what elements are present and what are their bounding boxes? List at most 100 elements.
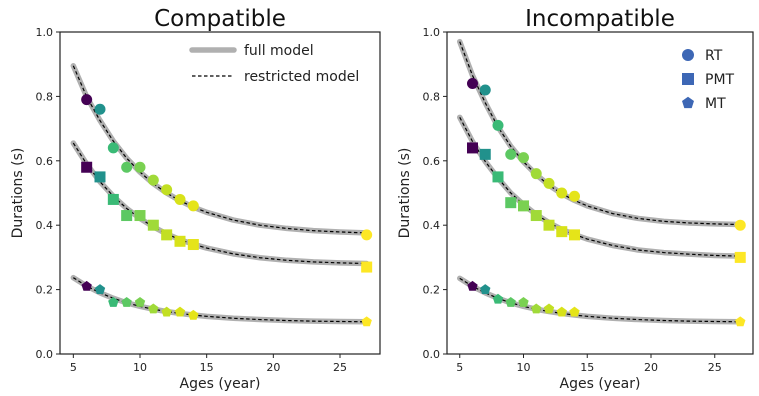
data-point-pmt (121, 210, 133, 222)
x-tick-label: 25 (333, 361, 347, 374)
data-point-pmt (174, 235, 186, 247)
data-point-mt (735, 316, 746, 327)
y-tick-label: 1.0 (36, 26, 54, 39)
data-point-pmt (734, 251, 746, 263)
axes-frame (59, 31, 381, 355)
data-point-mt (531, 303, 542, 314)
data-point-rt (134, 161, 146, 173)
full-model-curve-pmt (457, 114, 743, 259)
y-tick-label: 0.8 (423, 90, 441, 103)
data-point-rt (518, 152, 529, 164)
x-tick-label: 10 (517, 361, 531, 374)
chart-title: Incompatible (525, 6, 675, 32)
data-point-mt (467, 280, 478, 291)
legend: full model restricted model (189, 43, 359, 85)
full-model-curve-rt (457, 38, 743, 228)
data-point-mt (121, 297, 132, 307)
data-point-rt (734, 219, 746, 231)
data-point-rt (107, 142, 119, 154)
data-point-mt (518, 297, 529, 307)
y-axis-label: Durations (s) (397, 148, 413, 239)
x-axis-label: Ages (year) (560, 376, 641, 392)
legend-label: RT (705, 48, 723, 64)
data-point-pmt (161, 229, 173, 241)
x-tick-label: 5 (456, 361, 463, 374)
x-tick-label: 10 (133, 361, 147, 374)
data-point-pmt (361, 261, 373, 273)
data-point-mt (108, 297, 119, 307)
data-point-mt (188, 309, 199, 320)
data-point-pmt (530, 210, 542, 222)
data-point-rt (174, 193, 186, 205)
legend-marker-pmt (682, 73, 694, 85)
data-point-rt (361, 229, 373, 241)
data-point-rt (505, 148, 517, 160)
data-point-rt (147, 174, 159, 186)
data-point-mt (148, 303, 159, 314)
axes-frame (446, 31, 754, 355)
legend-marker-mt (682, 96, 694, 109)
data-point-mt (543, 303, 555, 314)
x-axis-label: Ages (year) (180, 376, 261, 392)
data-point-rt (569, 190, 580, 202)
legend: RT PMT MT (682, 48, 735, 112)
y-tick-label: 0.6 (36, 155, 54, 168)
data-point-pmt (134, 210, 146, 222)
y-tick-label: 0.4 (423, 219, 441, 232)
data-point-pmt (107, 193, 119, 205)
data-point-rt (94, 103, 106, 115)
data-point-pmt (94, 171, 106, 183)
legend-label: restricted model (244, 69, 359, 85)
y-tick-label: 0.4 (36, 219, 54, 232)
data-point-mt (505, 297, 516, 307)
data-point-rt (81, 94, 93, 106)
data-point-rt (187, 200, 199, 212)
data-point-pmt (147, 219, 159, 231)
data-point-pmt (543, 219, 555, 231)
data-point-rt (121, 161, 133, 173)
data-point-pmt (479, 148, 491, 160)
y-tick-label: 0.0 (423, 348, 441, 361)
data-point-rt (479, 84, 491, 96)
data-point-pmt (518, 200, 529, 212)
data-point-pmt (569, 229, 580, 241)
data-point-rt (467, 78, 478, 90)
y-tick-label: 0.8 (36, 90, 54, 103)
data-point-rt (161, 184, 173, 196)
data-point-mt (94, 284, 106, 295)
y-tick-label: 0.6 (423, 155, 441, 168)
data-point-mt (556, 306, 567, 317)
chart-title: Compatible (154, 6, 286, 32)
data-point-rt (492, 119, 504, 131)
x-tick-label: 20 (644, 361, 658, 374)
y-tick-label: 0.2 (423, 284, 441, 297)
data-point-rt (530, 168, 542, 180)
data-point-mt (161, 306, 172, 317)
x-tick-label: 5 (70, 361, 77, 374)
data-point-pmt (81, 161, 93, 173)
panel-compatible: Compatible 5 10 15 20 25 0.0 0.2 0.4 0.6 0.8 1.0 Age… (10, 6, 381, 392)
y-tick-label: 1.0 (423, 26, 441, 39)
y-tick-label: 0.2 (36, 284, 54, 297)
legend-label: full model (244, 43, 314, 59)
x-tick-label: 20 (266, 361, 280, 374)
x-tick-label: 25 (708, 361, 722, 374)
data-point-pmt (492, 171, 504, 183)
data-point-mt (361, 316, 372, 327)
data-point-mt (492, 293, 504, 304)
x-tick-label: 15 (200, 361, 214, 374)
restricted-model-curve-mt (73, 277, 367, 323)
data-point-mt (569, 306, 580, 317)
legend-label: PMT (705, 72, 735, 88)
data-point-mt (480, 284, 491, 295)
legend-label: MT (705, 96, 726, 112)
y-tick-label: 0.0 (36, 348, 54, 361)
panel-incompatible: Incompatible 5 10 15 20 25 0.0 0.2 0.4 0.6 0.8 1.0 A… (397, 6, 754, 392)
data-point-pmt (505, 197, 517, 209)
data-point-mt (81, 280, 92, 291)
data-point-mt (134, 297, 146, 307)
data-point-pmt (556, 226, 568, 238)
legend-marker-rt (682, 49, 694, 61)
data-point-mt (174, 306, 186, 317)
